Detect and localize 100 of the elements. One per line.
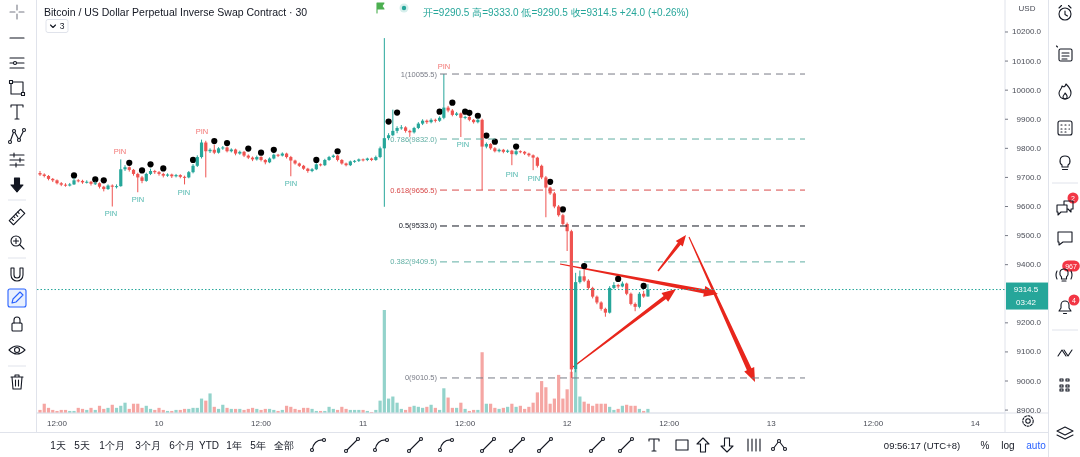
- text: 5年: [250, 439, 266, 451]
- candlestick: [119, 158, 123, 188]
- point: [223, 140, 231, 147]
- text: auto: [1026, 439, 1047, 451]
- point: [581, 263, 588, 270]
- point: [126, 159, 133, 166]
- text: 1天: [50, 439, 66, 451]
- bar: [344, 408, 348, 413]
- y-tick-label: 9800.0: [1016, 143, 1042, 153]
- candlestick: [531, 153, 535, 171]
- annotation: 3: [59, 21, 65, 31]
- text: 6个月: [169, 439, 195, 451]
- candlestick: [582, 269, 586, 283]
- point: [138, 167, 146, 174]
- candlestick: [544, 175, 548, 218]
- candlestick: [123, 164, 127, 172]
- x-tick-label: 12:00: [659, 418, 680, 428]
- bar: [293, 408, 297, 413]
- candlestick: [89, 180, 93, 187]
- candlestick: [106, 183, 110, 191]
- y-tick-label: 9200.0: [1016, 318, 1042, 328]
- point: [547, 178, 554, 185]
- point: [70, 172, 78, 179]
- bar: [382, 310, 386, 413]
- y-tick-label: 9700.0: [1016, 172, 1042, 182]
- bar: [557, 374, 561, 413]
- text: 09:56:17 (UTC+8): [883, 439, 961, 451]
- x-tick-label: 12:00: [863, 418, 884, 428]
- y-axis-title: USD: [1018, 3, 1036, 13]
- point: [483, 132, 490, 139]
- candlestick: [310, 167, 314, 173]
- x-tick-label: 12:00: [455, 418, 476, 428]
- bar: [140, 407, 144, 413]
- candlestick: [442, 73, 446, 120]
- candlestick: [578, 269, 582, 285]
- y-tick-label: 9900.0: [1016, 114, 1042, 124]
- bar: [327, 406, 331, 413]
- text: log: [1001, 439, 1015, 451]
- y-tick-label: 9100.0: [1016, 347, 1042, 357]
- point: [436, 108, 443, 115]
- text: 1个月: [99, 439, 125, 451]
- point: [270, 146, 277, 153]
- y-tick-label: 9500.0: [1016, 231, 1042, 241]
- x-tick-label: 12: [562, 418, 573, 428]
- ref-line-label: 9314.5: [1013, 285, 1039, 295]
- point: [334, 148, 341, 155]
- bar: [106, 407, 110, 413]
- candlestick: [289, 155, 293, 177]
- point: [393, 109, 401, 116]
- bar: [310, 408, 314, 413]
- y-tick-label: 9600.0: [1016, 202, 1042, 211]
- y-tick-label: 9400.0: [1016, 260, 1042, 270]
- point: [385, 118, 392, 125]
- bar: [89, 407, 93, 413]
- bar: [646, 408, 650, 413]
- point: [615, 275, 622, 283]
- candlestick: [459, 112, 463, 138]
- point: [160, 165, 167, 172]
- bar: [157, 407, 161, 413]
- point: [257, 149, 265, 156]
- point: [313, 156, 320, 164]
- bar: [208, 393, 212, 413]
- candlestick: [446, 105, 450, 113]
- bar: [442, 388, 446, 413]
- point: [559, 206, 566, 213]
- bar: [225, 407, 229, 413]
- x-tick-label: 12:00: [46, 418, 68, 428]
- bar: [412, 405, 416, 413]
- text: 1年: [226, 439, 242, 451]
- x-tick-label: 14: [970, 418, 981, 428]
- text: 3个月: [135, 439, 161, 451]
- candlestick: [157, 170, 161, 177]
- bar: [191, 407, 195, 413]
- text: %: [980, 439, 990, 451]
- y-tick-label: 10200.0: [1012, 27, 1042, 37]
- point: [92, 176, 99, 183]
- text: 5天: [74, 439, 90, 451]
- candlestick: [395, 125, 399, 134]
- y-tick-label: 10000.0: [1012, 85, 1042, 95]
- candlestick: [382, 37, 386, 208]
- candlestick: [63, 182, 68, 188]
- text: 全部: [274, 439, 294, 451]
- point: [449, 99, 456, 106]
- bar: [480, 352, 484, 413]
- text: 开=9290.5 高=9333.0 低=9290.5 收=9314.5 +24.0 (+0.26%): [423, 6, 689, 18]
- point: [100, 177, 107, 184]
- point: [211, 137, 218, 145]
- x-tick-label: 13: [766, 418, 777, 428]
- point: [147, 161, 154, 168]
- point: [245, 145, 252, 152]
- y-tick-label: 8900.0: [1016, 405, 1042, 415]
- text: Bitcoin / US Dollar Perpetual Inverse Swap Contract · 30: [44, 6, 308, 18]
- y-tick-label: 9000.0: [1016, 376, 1042, 386]
- point: [466, 109, 473, 116]
- text: 03:42: [1015, 297, 1037, 307]
- x-tick-label: 11: [358, 418, 368, 428]
- x-tick-label: 10: [154, 418, 165, 428]
- point: [640, 282, 647, 289]
- bar: [540, 381, 544, 413]
- candlestick: [85, 179, 89, 185]
